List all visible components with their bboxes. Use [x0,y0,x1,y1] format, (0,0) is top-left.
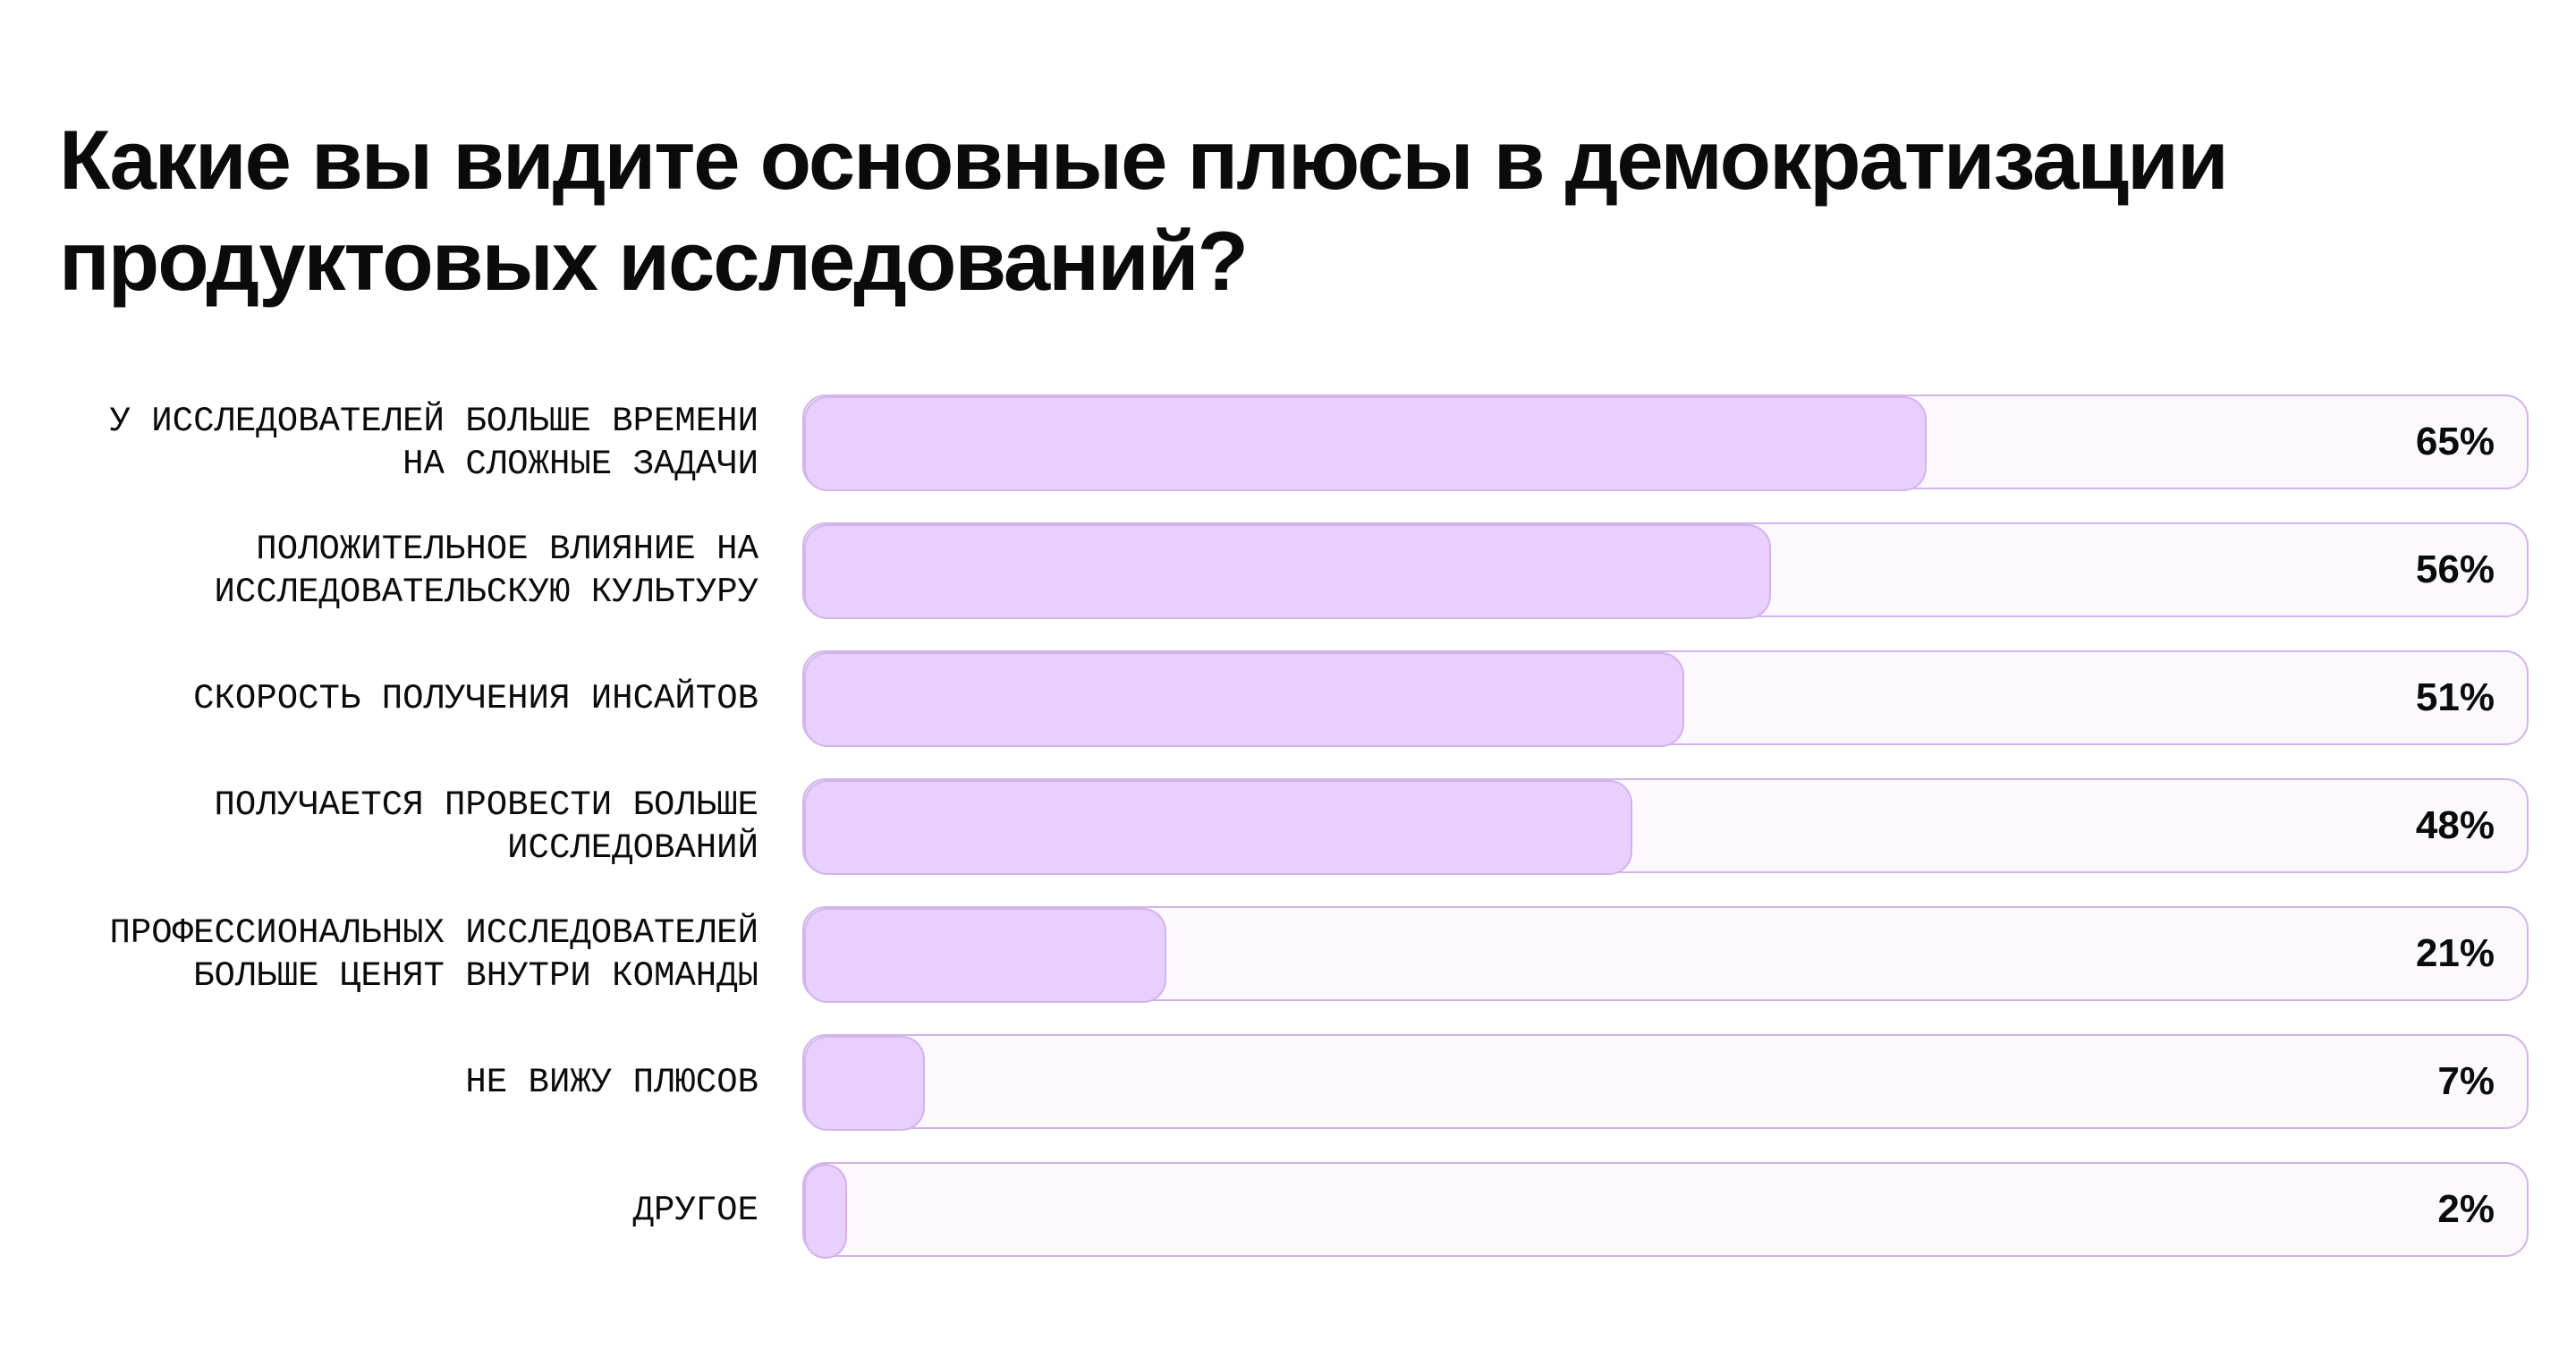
bar-row: ПРОФЕССИОНАЛЬНЫХ ИССЛЕДОВАТЕЛЕЙ БОЛЬШЕ Ц… [0,906,2576,1003]
category-label: СКОРОСТЬ ПОЛУЧЕНИЯ ИНСАЙТОВ [25,650,758,747]
category-label: ПРОФЕССИОНАЛЬНЫХ ИССЛЕДОВАТЕЛЕЙ БОЛЬШЕ Ц… [25,906,758,1003]
bar-fill [804,1036,925,1131]
bar-row: НЕ ВИЖУ ПЛЮСОВ 7% [0,1034,2576,1131]
bar-fill [804,908,1166,1003]
bar-track: 7% [802,1034,2529,1131]
bar-track: 56% [802,522,2529,619]
value-label: 56% [2415,547,2495,591]
category-label-text: У ИССЛЕДОВАТЕЛЕЙ БОЛЬШЕ ВРЕМЕНИ НА СЛОЖН… [109,402,758,484]
value-label: 21% [2415,931,2495,975]
category-label-text: СКОРОСТЬ ПОЛУЧЕНИЯ ИНСАЙТОВ [193,679,758,718]
category-label-text: ПРОФЕССИОНАЛЬНЫХ ИССЛЕДОВАТЕЛЕЙ БОЛЬШЕ Ц… [109,913,758,996]
bar-row: ПОЛУЧАЕТСЯ ПРОВЕСТИ БОЛЬШЕ ИССЛЕДОВАНИЙ 4… [0,778,2576,875]
category-label: У ИССЛЕДОВАТЕЛЕЙ БОЛЬШЕ ВРЕМЕНИ НА СЛОЖН… [25,395,758,491]
value-label: 65% [2415,420,2495,463]
bar-fill [804,780,1632,875]
value-label: 51% [2415,675,2495,719]
chart-title: Какие вы видите основные плюсы в демокра… [59,113,2229,308]
category-label: ПОЛОЖИТЕЛЬНОЕ ВЛИЯНИЕ НА ИССЛЕДОВАТЕЛЬСК… [25,522,759,619]
bar-track: 51% [802,650,2529,747]
category-label: НЕ ВИЖУ ПЛЮСОВ [25,1034,758,1131]
bar-track: 2% [802,1162,2529,1259]
bar-fill [804,652,1684,747]
bar-track: 48% [802,778,2529,875]
value-label: 2% [2437,1187,2495,1231]
bar-row: ПОЛОЖИТЕЛЬНОЕ ВЛИЯНИЕ НА ИССЛЕДОВАТЕЛЬСК… [0,522,2576,619]
category-label-text: ПОЛУЧАЕТСЯ ПРОВЕСТИ БОЛЬШЕ ИССЛЕДОВАНИЙ [214,785,759,868]
category-label-text: НЕ ВИЖУ ПЛЮСОВ [465,1063,758,1102]
bar-track: 21% [802,906,2529,1003]
category-label-text: ПОЛОЖИТЕЛЬНОЕ ВЛИЯНИЕ НА ИССЛЕДОВАТЕЛЬСК… [214,530,759,612]
bar-fill [804,524,1771,619]
bar-fill [804,396,1927,491]
category-label: ДРУГОЕ [25,1162,758,1259]
bar-row: У ИССЛЕДОВАТЕЛЕЙ БОЛЬШЕ ВРЕМЕНИ НА СЛОЖН… [0,395,2576,491]
bar-row: СКОРОСТЬ ПОЛУЧЕНИЯ ИНСАЙТОВ 51% [0,650,2576,747]
bar-row: ДРУГОЕ 2% [0,1162,2576,1259]
value-label: 7% [2437,1059,2495,1103]
value-label: 48% [2415,803,2495,847]
category-label: ПОЛУЧАЕТСЯ ПРОВЕСТИ БОЛЬШЕ ИССЛЕДОВАНИЙ [25,778,759,875]
category-label-text: ДРУГОЕ [632,1191,758,1230]
bar-track: 65% [802,395,2529,491]
bar-fill [804,1164,847,1259]
